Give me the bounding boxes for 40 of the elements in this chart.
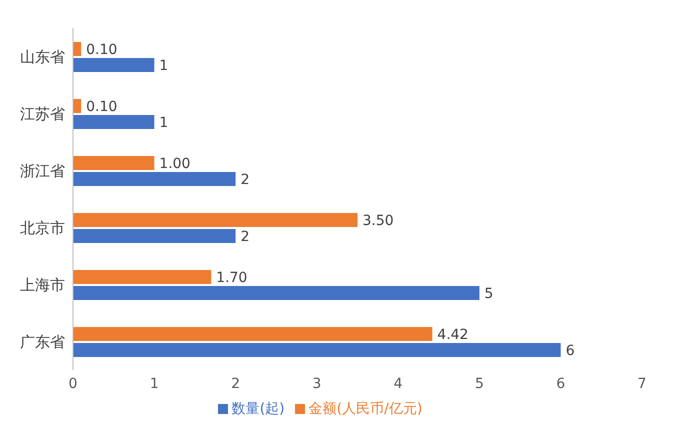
data-label: 2 [240, 172, 250, 188]
x-tick-label: 7 [638, 376, 646, 392]
data-label: 2 [240, 228, 250, 245]
bar [73, 99, 82, 113]
x-tick-label: 0 [68, 376, 78, 392]
data-label: 0.10 [86, 42, 118, 58]
x-tick-label: 4 [394, 376, 403, 392]
bar [73, 172, 236, 186]
x-tick-label: 6 [556, 376, 566, 392]
data-label: 5 [484, 286, 494, 302]
x-tick-label: 1 [150, 376, 159, 392]
legend-label: 数量(起) [232, 401, 285, 417]
bar [73, 42, 82, 56]
y-tick-label: 江苏省 [20, 104, 65, 123]
y-tick-label: 广东省 [20, 332, 65, 351]
bar [73, 286, 480, 300]
data-label: 3.50 [362, 212, 394, 229]
y-tick-label: 北京市 [20, 218, 65, 237]
bar [73, 115, 154, 129]
y-tick-label: 上海市 [20, 276, 65, 294]
data-label: 0.10 [86, 98, 118, 115]
data-label: 1.00 [159, 156, 190, 172]
x-tick-label: 5 [474, 376, 484, 392]
bar [73, 343, 561, 357]
data-label: 1.70 [216, 270, 248, 286]
data-label: 6 [566, 342, 575, 359]
bar [73, 213, 358, 227]
y-tick-label: 浙江省 [20, 162, 65, 180]
bar [73, 327, 432, 341]
data-label: 1 [159, 114, 168, 131]
x-tick-label: 3 [312, 376, 322, 392]
bar [73, 270, 212, 284]
x-tick-label: 2 [231, 376, 240, 392]
data-label: 4.42 [437, 326, 468, 343]
data-label: 1 [159, 58, 168, 74]
bar [73, 229, 236, 243]
bar [73, 58, 154, 72]
legend-label: 金额(人民币/亿元) [308, 401, 422, 417]
y-tick-label: 山东省 [20, 48, 65, 66]
bar [73, 156, 154, 170]
